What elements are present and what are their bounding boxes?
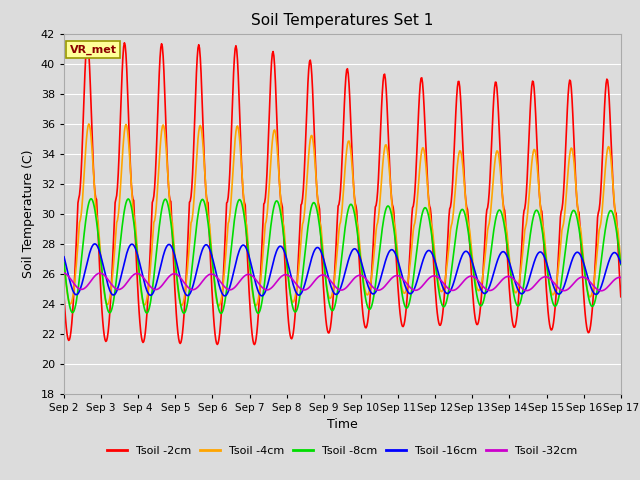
Title: Soil Temperatures Set 1: Soil Temperatures Set 1	[252, 13, 433, 28]
X-axis label: Time: Time	[327, 418, 358, 431]
Y-axis label: Soil Temperature (C): Soil Temperature (C)	[22, 149, 35, 278]
Legend: Tsoil -2cm, Tsoil -4cm, Tsoil -8cm, Tsoil -16cm, Tsoil -32cm: Tsoil -2cm, Tsoil -4cm, Tsoil -8cm, Tsoi…	[103, 441, 582, 460]
Text: VR_met: VR_met	[70, 44, 116, 55]
